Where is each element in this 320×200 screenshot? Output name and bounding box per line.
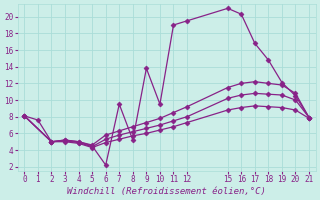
X-axis label: Windchill (Refroidissement éolien,°C): Windchill (Refroidissement éolien,°C) (67, 187, 266, 196)
